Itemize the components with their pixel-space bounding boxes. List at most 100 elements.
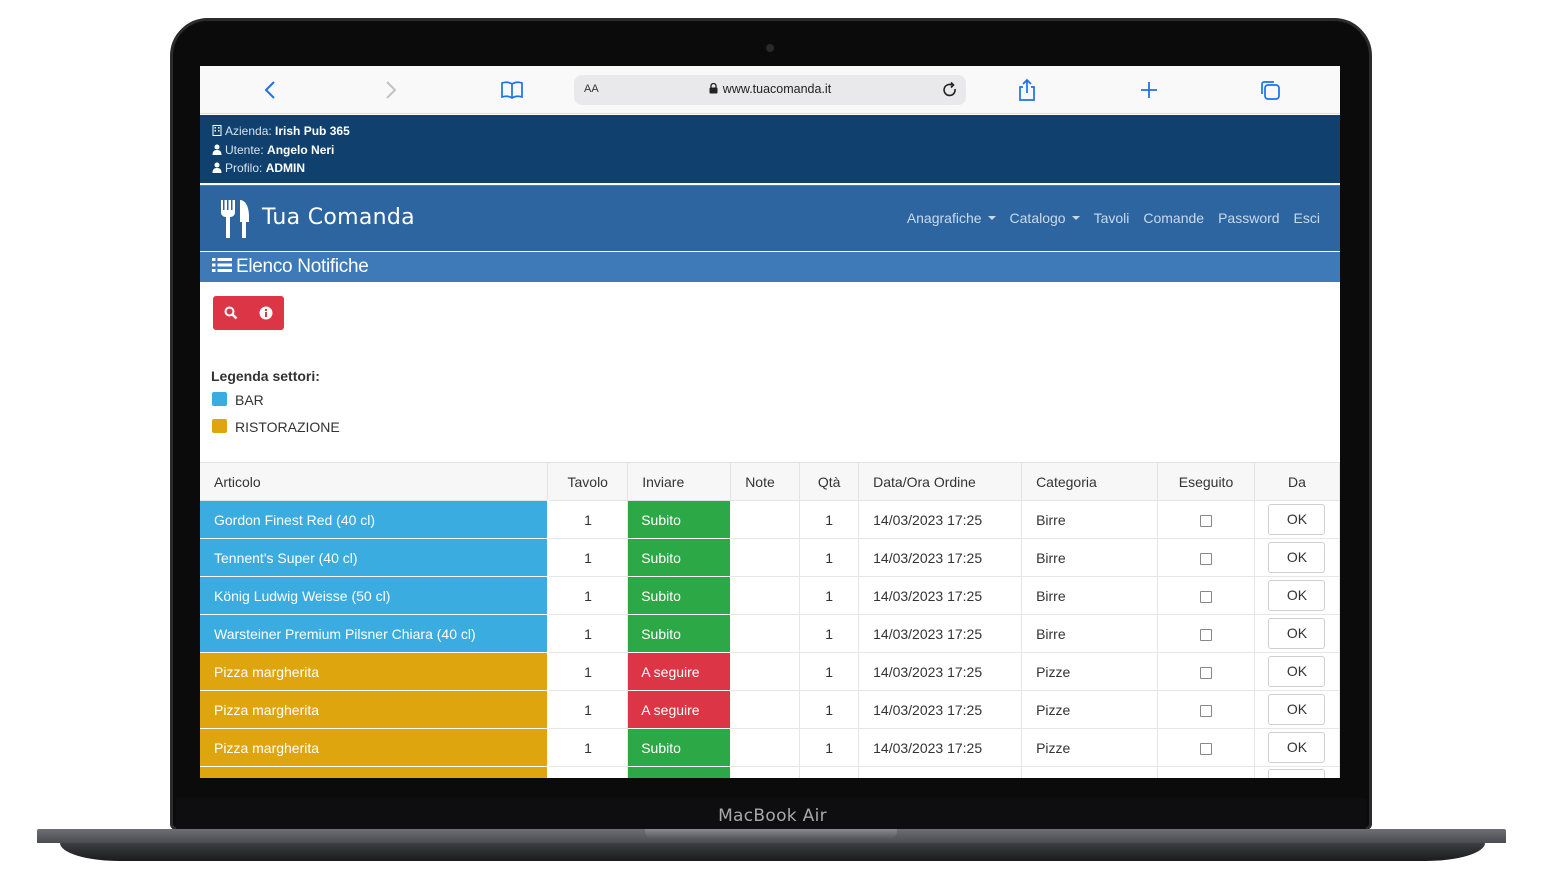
reload-icon[interactable] — [940, 80, 960, 100]
legend-swatch-bar — [212, 392, 227, 406]
section-header: Elenco Notifiche — [200, 252, 1340, 282]
ok-button[interactable]: OK — [1268, 732, 1326, 763]
url-display: www.tuacomanda.it — [574, 82, 966, 96]
ok-button[interactable]: OK — [1268, 656, 1326, 687]
eseguito-checkbox[interactable] — [1199, 666, 1212, 679]
header-eseguito[interactable]: Eseguito — [1157, 462, 1255, 501]
brand-name[interactable]: Tua Comanda — [262, 205, 415, 230]
nav-comande[interactable]: Comande — [1143, 210, 1205, 226]
cell-eseguito — [1157, 614, 1255, 653]
cell-categoria: Pizze — [1021, 652, 1159, 691]
header-data[interactable]: Data/Ora Ordine — [858, 462, 1023, 501]
cell-articolo: Pizza margherita — [200, 652, 549, 691]
eseguito-checkbox[interactable] — [1199, 704, 1212, 717]
new-tab-icon[interactable] — [1137, 78, 1161, 102]
search-button[interactable] — [213, 296, 248, 330]
table-row: Pizza margherita 1 A seguire 1 14/03/202… — [200, 652, 1340, 691]
legend-item-bar: BAR — [212, 392, 264, 408]
back-icon[interactable] — [258, 78, 282, 102]
cell-eseguito — [1157, 728, 1255, 767]
eseguito-checkbox[interactable] — [1199, 590, 1212, 603]
cell-categoria: Birre — [1021, 500, 1159, 539]
utente-line: Utente: Angelo Neri — [212, 141, 1340, 160]
cell-note — [730, 614, 801, 653]
browser-toolbar: AA www.tuacomanda.it — [200, 66, 1340, 114]
cell-categoria — [1021, 766, 1159, 778]
cell-tavolo — [547, 766, 629, 778]
share-icon[interactable] — [1015, 78, 1039, 102]
cell-articolo: Pizza margherita — [200, 728, 549, 767]
header-note[interactable]: Note — [730, 462, 801, 501]
header-da[interactable]: Da — [1254, 462, 1340, 501]
url-text: www.tuacomanda.it — [722, 82, 832, 96]
cell-inviare: A seguire — [627, 652, 732, 691]
cell-tavolo: 1 — [547, 614, 629, 653]
cell-eseguito — [1157, 538, 1255, 577]
cell-data — [858, 766, 1023, 778]
cell-data: 14/03/2023 17:25 — [858, 652, 1023, 691]
eseguito-checkbox[interactable] — [1199, 552, 1212, 565]
cell-qta: 1 — [799, 728, 860, 767]
cell-eseguito — [1157, 766, 1255, 778]
main-navbar: Tua Comanda Anagrafiche Catalogo Tavoli … — [200, 185, 1340, 251]
nav-tavoli[interactable]: Tavoli — [1093, 210, 1130, 226]
ok-button[interactable]: OK — [1268, 618, 1326, 649]
forward-icon[interactable] — [379, 78, 403, 102]
user-icon — [212, 144, 222, 155]
azienda-label: Azienda: — [225, 124, 272, 138]
ok-button[interactable]: OK — [1268, 694, 1326, 725]
fork-knife-logo-icon[interactable] — [218, 198, 252, 240]
azienda-line: Azienda: Irish Pub 365 — [212, 122, 1340, 141]
nav-anagrafiche[interactable]: Anagrafiche — [907, 210, 996, 226]
nav-catalogo[interactable]: Catalogo — [1010, 210, 1080, 226]
cell-note — [730, 690, 801, 729]
cell-da: OK — [1254, 690, 1340, 729]
device-label: MacBook Air — [718, 806, 827, 826]
tabs-icon[interactable] — [1258, 78, 1282, 102]
screen: AA www.tuacomanda.it Azienda: Irish Pub … — [200, 66, 1340, 778]
nav-password[interactable]: Password — [1218, 210, 1280, 226]
cell-da: OK — [1254, 614, 1340, 653]
cell-note — [730, 728, 801, 767]
cell-note — [730, 652, 801, 691]
header-inviare[interactable]: Inviare — [627, 462, 732, 501]
cell-qta: 1 — [799, 500, 860, 539]
bookmarks-icon[interactable] — [500, 78, 524, 102]
cell-inviare: A seguire — [627, 690, 732, 729]
laptop-notch — [645, 829, 897, 839]
cell-da: OK — [1254, 652, 1340, 691]
cell-categoria: Pizze — [1021, 690, 1159, 729]
ok-button[interactable] — [1268, 768, 1326, 778]
header-qta[interactable]: Qtà — [799, 462, 860, 501]
cell-inviare — [627, 766, 732, 778]
table-row: Gordon Finest Red (40 cl) 1 Subito 1 14/… — [200, 500, 1340, 539]
profilo-line: Profilo: ADMIN — [212, 159, 1340, 178]
cell-da: OK — [1254, 728, 1340, 767]
cell-note — [730, 538, 801, 577]
reader-aa-button[interactable]: AA — [584, 83, 599, 95]
search-icon — [224, 306, 237, 320]
cell-qta: 1 — [799, 690, 860, 729]
info-button[interactable] — [248, 296, 283, 330]
url-bar[interactable]: AA www.tuacomanda.it — [574, 75, 966, 105]
legend-item-ristorazione: RISTORAZIONE — [212, 419, 340, 435]
ok-button[interactable]: OK — [1268, 580, 1326, 611]
cell-articolo: König Ludwig Weisse (50 cl) — [200, 576, 549, 615]
azienda-value: Irish Pub 365 — [275, 124, 350, 138]
nav-esci[interactable]: Esci — [1293, 210, 1320, 226]
header-articolo[interactable]: Articolo — [200, 462, 549, 501]
header-tavolo[interactable]: Tavolo — [547, 462, 629, 501]
cell-note — [730, 576, 801, 615]
eseguito-checkbox[interactable] — [1199, 742, 1212, 755]
cell-tavolo: 1 — [547, 500, 629, 539]
table-row: König Ludwig Weisse (50 cl) 1 Subito 1 1… — [200, 576, 1340, 615]
header-categoria[interactable]: Categoria — [1021, 462, 1159, 501]
eseguito-checkbox[interactable] — [1199, 628, 1212, 641]
cell-qta — [799, 766, 860, 778]
eseguito-checkbox[interactable] — [1199, 514, 1212, 527]
table-row: Pizza margherita 1 A seguire 1 14/03/202… — [200, 690, 1340, 729]
ok-button[interactable]: OK — [1268, 542, 1326, 573]
ok-button[interactable]: OK — [1268, 504, 1326, 535]
cell-eseguito — [1157, 500, 1255, 539]
cell-data: 14/03/2023 17:25 — [858, 576, 1023, 615]
